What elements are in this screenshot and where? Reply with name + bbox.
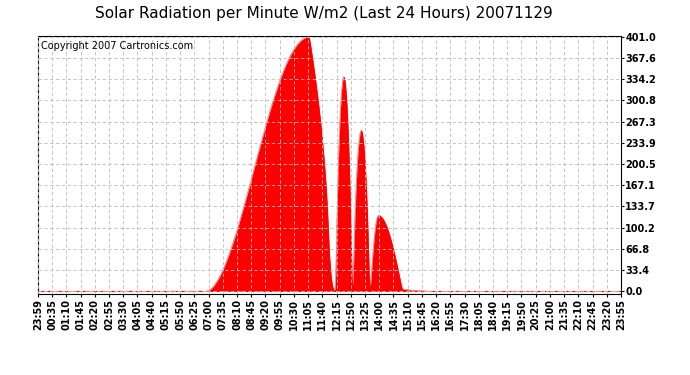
Text: Copyright 2007 Cartronics.com: Copyright 2007 Cartronics.com <box>41 41 193 51</box>
Text: Solar Radiation per Minute W/m2 (Last 24 Hours) 20071129: Solar Radiation per Minute W/m2 (Last 24… <box>95 6 553 21</box>
